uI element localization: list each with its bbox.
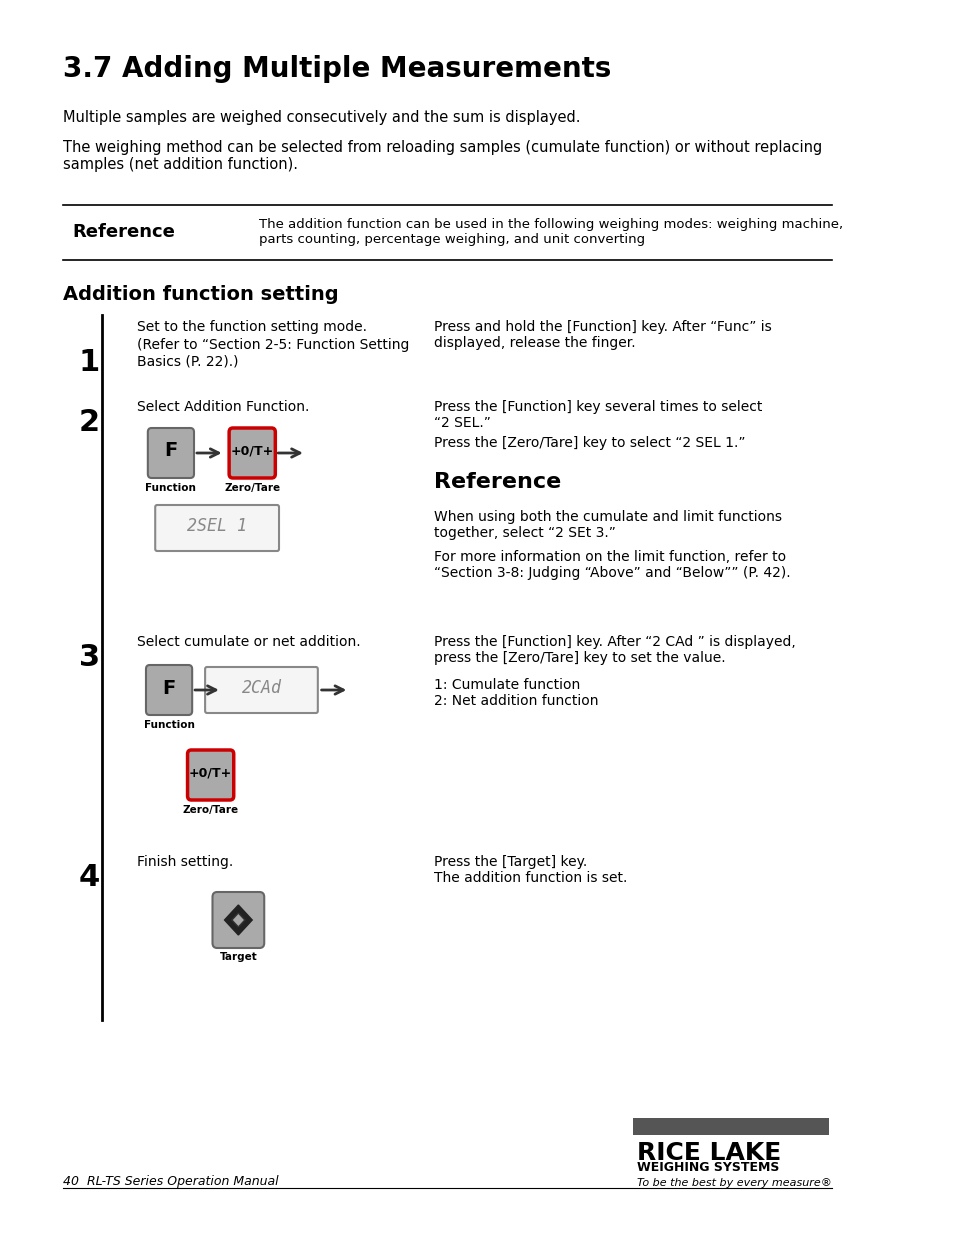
Text: Select cumulate or net addition.: Select cumulate or net addition. (136, 635, 360, 650)
FancyBboxPatch shape (148, 429, 193, 478)
Text: 2SEL 1: 2SEL 1 (187, 517, 247, 535)
Polygon shape (224, 905, 252, 935)
Text: RICE LAKE: RICE LAKE (636, 1141, 780, 1165)
Text: (Refer to “Section 2-5: Function Setting
Basics (P. 22).): (Refer to “Section 2-5: Function Setting… (136, 338, 409, 368)
Text: Reference: Reference (72, 224, 174, 241)
Text: WEIGHING SYSTEMS: WEIGHING SYSTEMS (636, 1161, 779, 1174)
Bar (632, 1118, 828, 1135)
Text: Select Addition Function.: Select Addition Function. (136, 400, 309, 414)
Text: Multiple samples are weighed consecutively and the sum is displayed.: Multiple samples are weighed consecutive… (63, 110, 579, 125)
Text: The addition function can be used in the following weighing modes: weighing mach: The addition function can be used in the… (258, 219, 841, 246)
FancyBboxPatch shape (188, 750, 233, 800)
Text: Zero/Tare: Zero/Tare (224, 483, 280, 493)
Text: F: F (164, 441, 177, 461)
Text: 40  RL-TS Series Operation Manual: 40 RL-TS Series Operation Manual (63, 1174, 278, 1188)
Text: Press and hold the [Function] key. After “Func” is
displayed, release the finger: Press and hold the [Function] key. After… (434, 320, 771, 351)
Text: 2: 2 (79, 408, 100, 437)
Text: To be the best by every measure®: To be the best by every measure® (636, 1178, 831, 1188)
FancyBboxPatch shape (146, 664, 192, 715)
Text: F: F (162, 678, 175, 698)
Text: Addition function setting: Addition function setting (63, 285, 338, 304)
Text: Reference: Reference (434, 472, 561, 492)
Text: Zero/Tare: Zero/Tare (182, 805, 238, 815)
Text: Set to the function setting mode.: Set to the function setting mode. (136, 320, 366, 333)
Text: Finish setting.: Finish setting. (136, 855, 233, 869)
Text: 1: 1 (79, 348, 100, 377)
Text: Target: Target (219, 952, 257, 962)
Text: Function: Function (144, 720, 194, 730)
Text: 3: 3 (79, 643, 100, 672)
Text: The weighing method can be selected from reloading samples (cumulate function) o: The weighing method can be selected from… (63, 140, 821, 173)
Text: Press the [Function] key. After “2 CAd ” is displayed,
press the [Zero/Tare] key: Press the [Function] key. After “2 CAd ”… (434, 635, 795, 666)
FancyBboxPatch shape (229, 429, 275, 478)
Text: +0/T+: +0/T+ (189, 767, 232, 779)
Text: 2CAd: 2CAd (241, 679, 281, 697)
Polygon shape (232, 913, 245, 927)
Text: 3.7 Adding Multiple Measurements: 3.7 Adding Multiple Measurements (63, 56, 611, 83)
Text: Function: Function (145, 483, 196, 493)
Text: 1: Cumulate function
2: Net addition function: 1: Cumulate function 2: Net addition fun… (434, 678, 598, 708)
Text: Press the [Function] key several times to select
“2 SEL.”: Press the [Function] key several times t… (434, 400, 761, 430)
FancyBboxPatch shape (205, 667, 317, 713)
Text: +0/T+: +0/T+ (231, 445, 274, 457)
FancyBboxPatch shape (155, 505, 278, 551)
Text: When using both the cumulate and limit functions
together, select “2 SEt 3.”: When using both the cumulate and limit f… (434, 510, 781, 540)
Text: Press the [Target] key.
The addition function is set.: Press the [Target] key. The addition fun… (434, 855, 627, 885)
Text: Press the [Zero/Tare] key to select “2 SEL 1.”: Press the [Zero/Tare] key to select “2 S… (434, 436, 745, 450)
Text: 4: 4 (79, 863, 100, 892)
Text: For more information on the limit function, refer to
“Section 3-8: Judging “Abov: For more information on the limit functi… (434, 550, 790, 580)
FancyBboxPatch shape (213, 892, 264, 948)
